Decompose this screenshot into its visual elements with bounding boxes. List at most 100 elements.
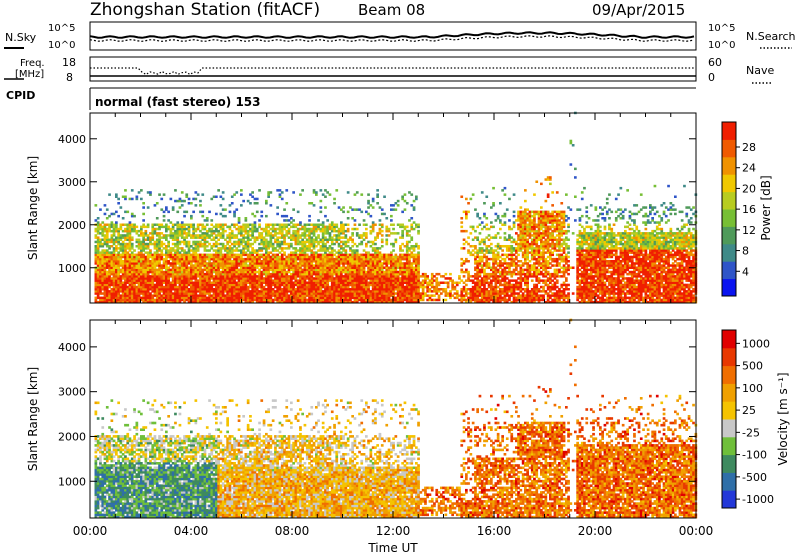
power-cell-1416 [188, 232, 191, 235]
power-cell-4246 [385, 288, 388, 291]
power-cell-279 [113, 284, 116, 287]
power-cell-2593 [270, 297, 273, 300]
power-cell-4004 [367, 292, 370, 295]
power-cell-1268 [179, 251, 182, 254]
power-cell-79 [99, 279, 102, 282]
power-cell-4340 [392, 271, 395, 274]
power-cell-3081 [301, 239, 304, 242]
power-cell-3619 [338, 258, 341, 261]
power-cell-2468 [260, 275, 263, 278]
power-cell-2378 [254, 262, 257, 265]
power-cell-1899 [222, 271, 225, 274]
power-cell-1399 [188, 275, 191, 278]
power-cell-2905 [290, 262, 293, 265]
power-cell-4553 [408, 241, 411, 244]
power-cell-2330 [251, 288, 254, 291]
power-cell-4738 [433, 286, 436, 289]
power-cell-4026 [367, 202, 370, 205]
power-cell-1873 [220, 249, 223, 252]
power-cell-327 [115, 258, 118, 261]
power-cell-2110 [235, 247, 238, 250]
power-cell-3817 [351, 239, 354, 242]
power-cell-3187 [308, 219, 311, 222]
power-cell-2860 [288, 297, 291, 300]
power-cell-1412 [188, 245, 191, 248]
power-cell-4350 [392, 243, 395, 246]
power-cell-557 [131, 297, 134, 300]
power-cell-1408 [188, 254, 191, 257]
power-cell-4049 [370, 254, 373, 257]
power-cell-1052 [165, 279, 168, 282]
power-cell-3007 [297, 254, 300, 257]
power-cell-2977 [295, 247, 298, 250]
power-cell-419 [122, 284, 125, 287]
power-cell-848 [149, 191, 152, 194]
power-cell-3536 [331, 221, 334, 224]
freq-label-line1: Freq. [20, 58, 45, 69]
power-cell-3827 [354, 292, 357, 295]
power-cell-2870 [288, 271, 291, 274]
power-cell-3219 [310, 236, 313, 239]
power-cell-1296 [181, 267, 184, 270]
power-cell-4824 [460, 247, 463, 250]
power-cell-2910 [290, 251, 293, 254]
power-cell-4397 [397, 267, 400, 270]
power-cell-3008 [297, 249, 300, 252]
power-cell-559 [131, 292, 134, 295]
power-cell-2828 [285, 297, 288, 300]
power-cell-231 [108, 241, 111, 244]
power-cell-2500 [263, 271, 266, 274]
power-cell-4596 [413, 288, 416, 291]
power-cell-3868 [356, 271, 359, 274]
power-cell-3567 [333, 198, 336, 201]
power-cell-2747 [279, 232, 282, 235]
power-cell-1917 [222, 224, 225, 227]
power-cell-2952 [292, 191, 295, 194]
frequency-panel: Freq. [MHz] 18 8 60 0 Nave [4, 56, 774, 84]
power-cell-3293 [315, 193, 318, 196]
power-cell-1544 [197, 258, 200, 261]
power-cell-3014 [297, 232, 300, 235]
power-cell-4035 [370, 284, 373, 287]
power-cell-1775 [213, 236, 216, 239]
power-cell-332 [115, 245, 118, 248]
power-cell-2966 [295, 271, 298, 274]
power-cell-2993 [297, 288, 300, 291]
power-cell-1149 [172, 275, 175, 278]
power-cell-3318 [317, 249, 320, 252]
power-cell-934 [156, 249, 159, 252]
power-cell-3386 [322, 245, 325, 248]
power-cell-3597 [335, 224, 338, 227]
power-cell-4019 [367, 258, 370, 261]
power-cell-1496 [195, 288, 198, 291]
power-cell-3692 [342, 241, 345, 244]
power-cell-1406 [188, 258, 191, 261]
power-cell-4817 [460, 288, 463, 291]
power-cell-4874 [467, 260, 470, 263]
power-cell-2108 [235, 254, 238, 257]
power-cell-426 [122, 267, 125, 270]
power-cell-1989 [229, 288, 232, 291]
power-cell-4842 [463, 243, 466, 246]
power-cell-1588 [199, 211, 202, 214]
power-cell-3493 [329, 245, 332, 248]
power-cell-1387 [185, 193, 188, 196]
power-cell-2542 [265, 245, 268, 248]
power-cell-4744 [435, 288, 438, 291]
power-cell-4087 [372, 224, 375, 227]
power-cell-1155 [172, 262, 175, 265]
power-cell-1581 [199, 245, 202, 248]
power-cell-3914 [360, 297, 363, 300]
power-cell-1202 [174, 232, 177, 235]
power-cell-4753 [438, 294, 441, 297]
power-cell-4482 [404, 267, 407, 270]
power-cell-2044 [231, 243, 234, 246]
power-cell-3852 [354, 208, 357, 211]
power-cell-2104 [235, 262, 238, 265]
power-cell-2267 [247, 279, 250, 282]
power-cell-4534 [408, 288, 411, 291]
power-cell-2599 [270, 284, 273, 287]
power-cell-26 [95, 236, 98, 239]
power-cell-4013 [367, 271, 370, 274]
power-cell-2271 [247, 271, 250, 274]
